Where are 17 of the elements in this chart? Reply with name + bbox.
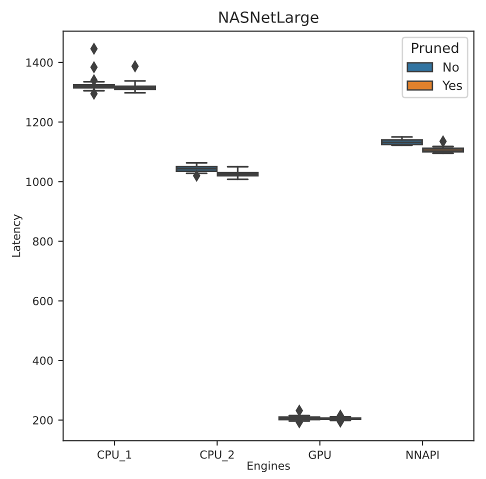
y-axis-title: Latency [12,214,22,257]
x-tick-label: GPU [308,450,331,460]
x-tick-label: CPU_2 [200,450,234,462]
y-tick-label: 1200 [26,118,53,126]
y-tick-label: 200 [33,416,53,424]
y-tick-label: 600 [33,296,53,306]
x-axis-title: Engines [248,461,290,472]
x-tick-label: NNAPI [406,450,439,459]
y-tick-label: 1400 [26,58,53,67]
legend-label: Yes [442,80,462,90]
chart-title: NASNetLarge [219,11,318,26]
legend-label: No [444,62,459,72]
x-tick-label: CPU_1 [98,450,132,462]
legend-title: Pruned [412,42,458,54]
y-tick-label: 400 [32,356,53,365]
y-tick-label: 800 [33,237,53,246]
y-tick-label: 1000 [26,178,53,186]
